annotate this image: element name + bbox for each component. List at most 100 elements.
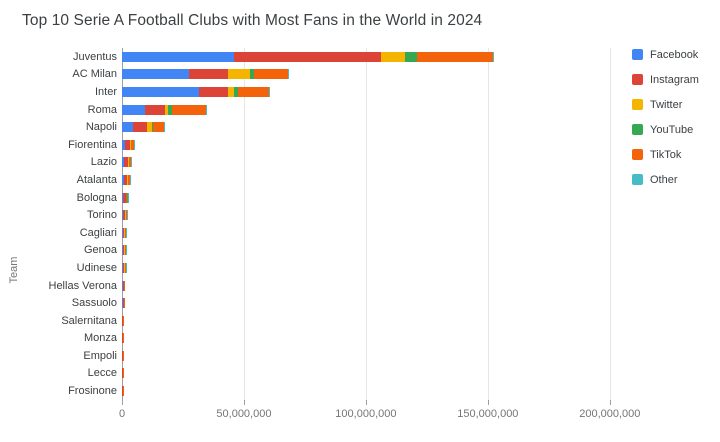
bar-segment-instagram (234, 51, 381, 62)
bar-track (122, 69, 622, 80)
legend-item-facebook: Facebook (632, 48, 699, 61)
chart-row: AC Milan (6, 66, 622, 84)
y-axis-label: Hellas Verona (48, 279, 118, 292)
chart-row: Hellas Verona (6, 277, 622, 295)
chart-row: Inter (6, 83, 622, 101)
legend-swatch-icon (632, 124, 643, 135)
gridline (365, 48, 367, 400)
bar-segment-instagram (133, 122, 147, 133)
bar-segment-instagram (123, 210, 126, 221)
gridline (609, 48, 611, 400)
legend-swatch-icon (632, 174, 643, 185)
bar-segment-tiktok (152, 122, 164, 133)
x-axis-tick (487, 400, 489, 405)
legend-label: TikTok (650, 148, 682, 161)
y-axis-label: Sassuolo (71, 297, 117, 310)
bar-track (122, 333, 622, 344)
y-axis-label: Fiorentina (68, 138, 117, 151)
bar-segment-tiktok (417, 51, 493, 62)
bar-track (122, 192, 622, 203)
y-axis-label: Atalanta (76, 173, 117, 186)
bar-track (122, 86, 622, 97)
bar-track (122, 51, 622, 62)
bar-segment-instagram (122, 245, 125, 256)
bar-segment-tiktok (125, 262, 126, 273)
x-axis-tick (609, 400, 611, 405)
bar-segment-tiktok (123, 298, 125, 309)
bar-segment-twitter (165, 104, 169, 115)
legend-swatch-icon (632, 149, 643, 160)
bar-segment-tiktok (126, 192, 129, 203)
bar-segment-instagram (122, 262, 125, 273)
bar-segment-instagram (123, 192, 126, 203)
chart-row: Napoli (6, 118, 622, 136)
legend-item-instagram: Instagram (632, 73, 699, 86)
bar-segment-facebook (122, 210, 124, 221)
bar-segment-facebook (122, 69, 190, 80)
bar-track (122, 298, 622, 309)
x-axis-tick (122, 400, 123, 405)
bar-segment-facebook (122, 86, 199, 97)
bar-segment-youtube (233, 86, 239, 97)
y-axis-label: Frosinone (68, 385, 117, 398)
bar-segment-instagram (122, 280, 124, 291)
bar-segment-facebook (122, 192, 124, 203)
bar-segment-facebook (122, 298, 123, 309)
bar-segment-tiktok (125, 210, 128, 221)
bar-segment-twitter (146, 122, 152, 133)
bar-segment-instagram (122, 350, 123, 361)
y-axis-label: Salernitana (61, 314, 117, 327)
bar-segment-facebook (122, 139, 125, 150)
chart-row: Lazio (6, 154, 622, 172)
legend-label: Instagram (650, 73, 699, 86)
bar-track (122, 386, 622, 397)
y-axis-label: Empoli (83, 349, 117, 362)
bar-track (122, 122, 622, 133)
chart-row: Fiorentina (6, 136, 622, 154)
bar-segment-twitter (228, 86, 234, 97)
bar-segment-instagram (122, 315, 124, 326)
y-axis-label: AC Milan (72, 68, 117, 81)
gridline (487, 48, 489, 400)
legend-label: Facebook (650, 48, 699, 61)
chart-row: Genoa (6, 242, 622, 260)
x-axis: 0 50,000,000 100,000,000 150,000,000 200,000… (119, 400, 640, 424)
y-axis-label: Monza (83, 332, 117, 345)
legend-label: YouTube (650, 123, 694, 136)
bar-track (122, 262, 622, 273)
chart-row: Roma (6, 101, 622, 119)
bar-segment-facebook (122, 245, 123, 256)
bar-segment-instagram (122, 333, 124, 344)
x-axis-tick-label: 200,000,000 (579, 408, 641, 420)
bar-segment-twitter (380, 51, 405, 62)
bar-track (122, 368, 622, 379)
bar-track (122, 315, 622, 326)
bar-segment-tiktok (124, 280, 125, 291)
bar-track (122, 245, 622, 256)
y-axis-label: Udinese (76, 261, 117, 274)
bar-track (122, 139, 622, 150)
bar-segment-facebook (122, 51, 235, 62)
legend: Facebook Instagram Twitter YouTube TikTok Oth… (632, 48, 699, 198)
y-axis-label: Bologna (76, 191, 117, 204)
bar-segment-tiktok (125, 245, 126, 256)
chart-row: Udinese (6, 259, 622, 277)
bar-segment-instagram (145, 104, 166, 115)
bar-segment-facebook (122, 262, 123, 273)
chart-row: Torino (6, 206, 622, 224)
plot-area: Juventus AC Milan Inter Roma Napoli Fiorentin… (6, 48, 622, 400)
chart-row: Sassuolo (6, 294, 622, 312)
bar-segment-instagram (122, 227, 125, 238)
bar-segment-facebook (122, 280, 123, 291)
bar-segment-twitter (228, 69, 251, 80)
chart-row: Monza (6, 330, 622, 348)
x-axis-tick-label: 100,000,000 (335, 408, 397, 420)
legend-swatch-icon (632, 74, 643, 85)
y-axis-label: Lecce (87, 367, 117, 380)
chart-row: Lecce (6, 365, 622, 383)
bar-segment-other (492, 51, 494, 62)
legend-label: Twitter (650, 98, 683, 111)
legend-item-tiktok: TikTok (632, 148, 699, 161)
chart-title: Top 10 Serie A Football Clubs with Most … (22, 12, 483, 29)
bar-segment-facebook (122, 227, 123, 238)
